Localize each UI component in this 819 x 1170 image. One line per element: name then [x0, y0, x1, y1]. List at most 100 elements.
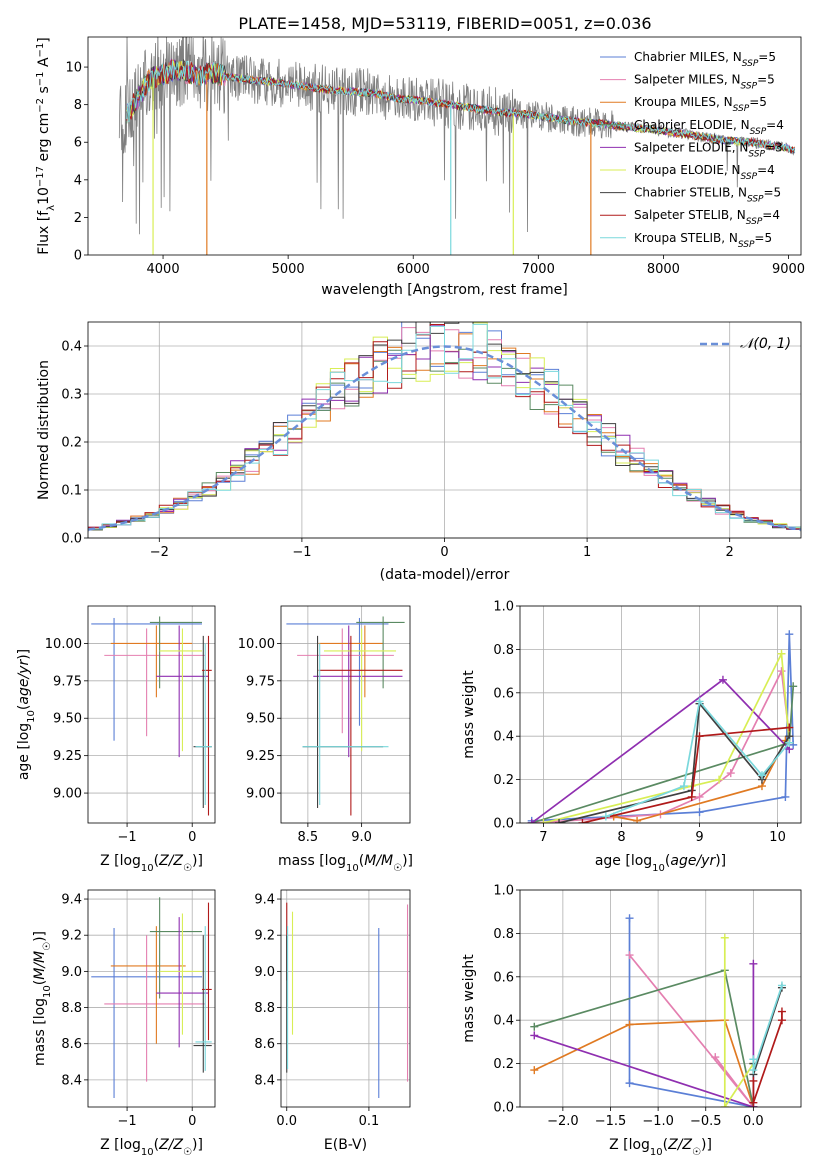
weight-marker	[530, 1031, 539, 1040]
y-tick-label: 0.3	[61, 388, 82, 403]
axis-label-part: age [log	[595, 853, 652, 869]
axis-label: Flux [fλ10−17 erg cm−2 s−1 A−1]	[35, 37, 57, 255]
plot-area	[286, 616, 405, 816]
axis-label: mass weight	[461, 670, 477, 759]
legend-label-part: =5	[758, 50, 776, 64]
weight-line-kroupa-elodie	[723, 937, 755, 1107]
legend-label: Chabrier ELODIE, NSSP=4	[634, 118, 784, 137]
axis-label-part: Z [log	[609, 1137, 650, 1153]
plot-area	[91, 616, 212, 816]
axis-label-part: −1	[35, 43, 46, 58]
weight-marker	[695, 808, 704, 817]
y-tick-label: 0.8	[493, 927, 514, 942]
y-tick-label: 8.6	[254, 1037, 275, 1052]
normal-reference-curve	[88, 345, 801, 531]
weight-marker	[625, 914, 634, 923]
weight-marker	[726, 769, 735, 778]
plot-area	[286, 902, 409, 1098]
axis-label-part: −17	[35, 166, 46, 187]
legend-label-normal: 𝒩(0, 1)	[740, 336, 791, 352]
axes-spectrum: 4000 5000 6000 7000 8000 9000 0 2 4 6 8 10 wavelengt…	[35, 36, 805, 298]
plot-area	[527, 630, 798, 823]
axis-label-part: )]	[701, 1137, 712, 1153]
weight-marker	[687, 792, 696, 801]
axis-label-part: age [log	[16, 723, 32, 780]
weight-marker	[530, 1066, 539, 1075]
y-tick-label: 9.4	[61, 893, 82, 908]
legend-label: Kroupa MILES, NSSP=5	[634, 95, 767, 114]
legend-label-part: =4	[757, 163, 775, 177]
axis-label-part: Z [log	[100, 1137, 141, 1153]
weight-marker	[625, 1020, 634, 1029]
y-tick-label: 1.0	[493, 884, 514, 899]
axis-label-part: ☉	[692, 1147, 701, 1158]
legend-label: Chabrier STELIB, NSSP=5	[634, 186, 781, 205]
y-tick-label: 9.2	[61, 929, 82, 944]
axis-label-part: (	[154, 853, 159, 869]
axis-label: E(B-V)	[324, 1137, 367, 1153]
y-tick-label: 0.6	[493, 686, 514, 701]
x-tick-label: 10	[769, 830, 786, 845]
x-tick-label: −1	[117, 1114, 136, 1129]
axis-label-part: λ	[46, 205, 57, 211]
y-tick-label: 0.2	[61, 436, 82, 451]
axis-label-part: )]	[715, 853, 726, 869]
weight-marker	[749, 1055, 758, 1064]
weight-marker	[530, 1022, 539, 1031]
axis-label: (data-model)/error	[380, 567, 510, 583]
x-tick-label: −1	[292, 545, 311, 560]
y-tick-label: 9.25	[53, 749, 82, 764]
weight-marker	[695, 697, 704, 706]
axis-label-part: Flux [f	[36, 210, 52, 255]
axes-frame	[87, 321, 802, 539]
x-tick-label: 9	[695, 830, 703, 845]
x-tick-label: 8000	[647, 262, 680, 277]
axis-label-part: s	[36, 86, 52, 98]
axis-label-part: mass weight	[461, 670, 477, 759]
axes-residual_histogram: −2 −1 0 1 2 0.0 0.1 0.2 0.3 0.4 𝒩(0, 1) (data-model…	[36, 321, 802, 583]
weight-line-salpeter-stelib	[752, 1011, 783, 1103]
y-tick-label: 0.6	[493, 970, 514, 985]
axis-label-part: erg cm	[36, 113, 52, 166]
legend-label-sub: SSP	[748, 149, 765, 159]
legend-label-part: =5	[757, 73, 775, 87]
y-tick-label: 9.00	[246, 787, 275, 802]
x-tick-label: −2	[150, 545, 169, 560]
axis-label: wavelength [Angstrom, rest frame]	[321, 282, 567, 298]
y-tick-label: 0.0	[61, 532, 82, 547]
legend-label-part: Kroupa STELIB, N	[634, 231, 738, 245]
axis-label-part: 10	[36, 187, 52, 205]
weight-marker	[720, 933, 729, 942]
plot-area	[118, 37, 796, 255]
axis-label-part: (	[154, 1137, 159, 1153]
y-tick-label: 6	[74, 136, 82, 151]
x-tick-label: 7000	[522, 262, 555, 277]
axis-label-part: age/yr	[16, 659, 32, 705]
legend-label-sub: SSP	[747, 195, 764, 205]
y-tick-label: 8.8	[254, 1001, 275, 1016]
legend-label-part: Kroupa MILES, N	[634, 95, 733, 109]
legend-label-sub: SSP	[741, 172, 758, 182]
axes-frame	[519, 605, 802, 824]
weight-line-salpeter-elodie	[534, 963, 755, 1107]
y-tick-label: 0.4	[493, 730, 514, 745]
weight-marker	[633, 816, 642, 823]
axis-label-part: 10	[650, 1147, 663, 1158]
axis-label-part: A	[36, 57, 52, 71]
axis-label: age [log10(age/yr)]	[595, 853, 726, 874]
weight-marker	[749, 1066, 758, 1075]
axis-label-part: 10	[42, 985, 53, 998]
plots-layer: 4000 5000 6000 7000 8000 90000246810wavelengt…	[16, 36, 805, 1158]
axis-label-part: wavelength [Angstrom, rest frame]	[321, 282, 567, 298]
axis-label: mass [log10(M/M☉)]	[32, 931, 53, 1066]
legend-label-sub: SSP	[742, 59, 759, 69]
axis-label-part: (data-model)/error	[380, 567, 510, 583]
y-tick-label: 9.00	[53, 787, 82, 802]
y-tick-label: 8.6	[61, 1037, 82, 1052]
axis-label-part: ☉	[183, 863, 192, 874]
y-tick-label: 0.2	[493, 773, 514, 788]
weight-marker	[601, 812, 610, 821]
y-tick-label: 2	[74, 211, 82, 226]
